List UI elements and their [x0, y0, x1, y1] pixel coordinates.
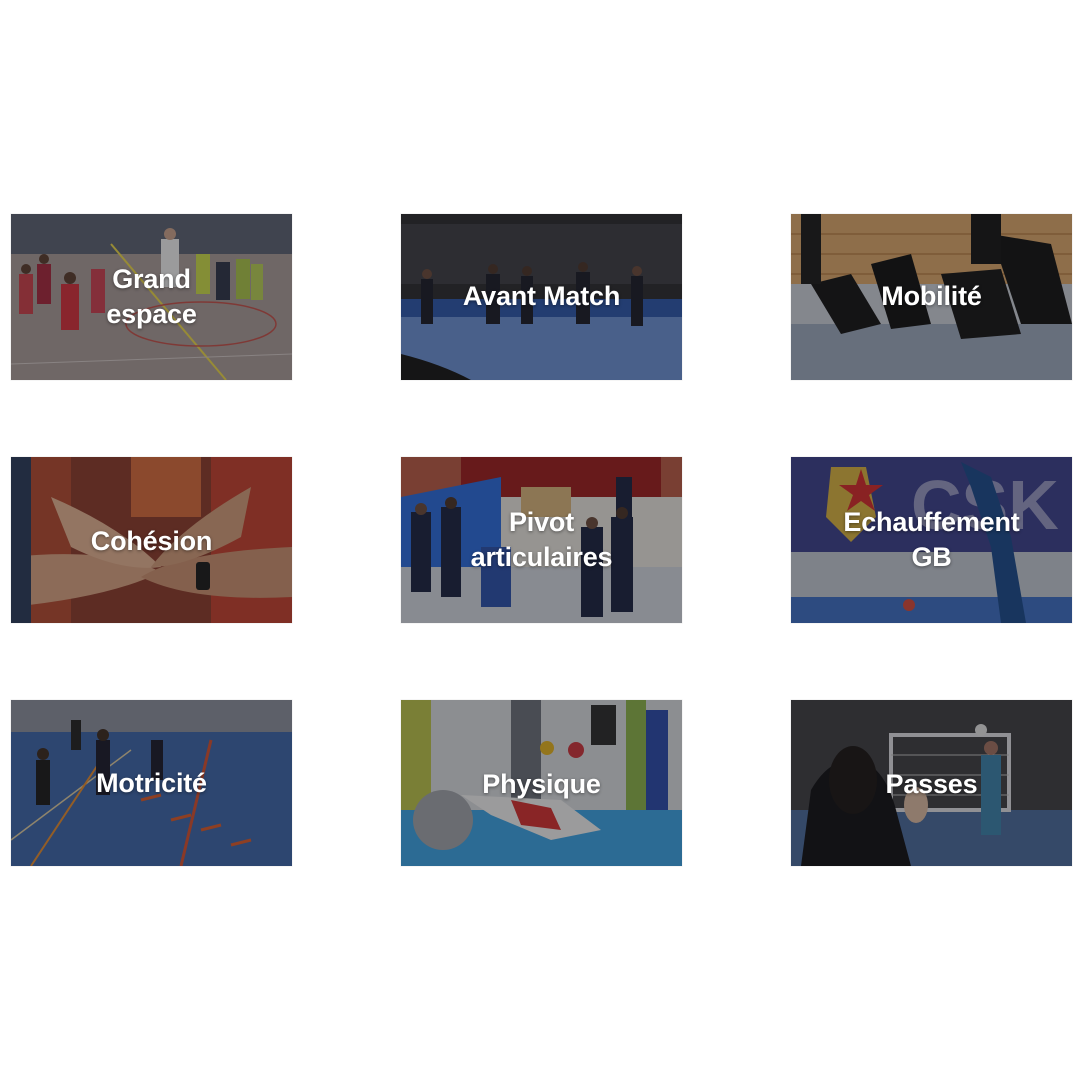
tile-label: Echauffement GB — [791, 457, 1072, 623]
tile-label: Physique — [401, 700, 682, 866]
tile-label: Grand espace — [11, 214, 292, 380]
tile-avant-match[interactable]: Avant Match — [401, 214, 682, 380]
tile-label: Motricité — [11, 700, 292, 866]
tile-mobilite[interactable]: Mobilité — [791, 214, 1072, 380]
tile-label: Avant Match — [401, 214, 682, 380]
tile-label: Cohésion — [11, 457, 292, 623]
tile-passes[interactable]: Passes — [791, 700, 1072, 866]
tile-label: Mobilité — [791, 214, 1072, 380]
tile-label: Pivot articulaires — [401, 457, 682, 623]
tile-echauffement-gb[interactable]: CSK Echauffement GB — [791, 457, 1072, 623]
tile-grand-espace[interactable]: Grand espace — [11, 214, 292, 380]
tile-physique[interactable]: Physique — [401, 700, 682, 866]
tile-label: Passes — [791, 700, 1072, 866]
tile-cohesion[interactable]: Cohésion — [11, 457, 292, 623]
tile-motricite[interactable]: Motricité — [11, 700, 292, 866]
tile-pivot-articulaires[interactable]: Pivot articulaires — [401, 457, 682, 623]
